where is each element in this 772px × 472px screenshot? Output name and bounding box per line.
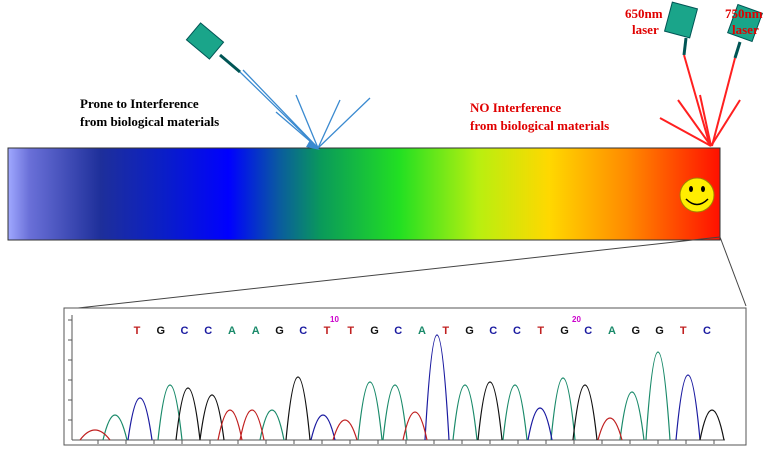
base-call: G: [156, 325, 165, 337]
base-call: C: [394, 325, 402, 337]
base-call: T: [537, 325, 544, 337]
left-label: from biological materials: [80, 114, 219, 129]
base-call: G: [275, 325, 284, 337]
left-laser: [185, 22, 371, 150]
laser-label: laser: [632, 22, 659, 37]
base-call: C: [513, 325, 521, 337]
base-call: A: [418, 325, 426, 337]
base-call: G: [655, 325, 664, 337]
smiley: [679, 177, 715, 213]
left-label: Prone to Interference: [80, 96, 199, 111]
base-call: A: [608, 325, 616, 337]
base-call: G: [560, 325, 569, 337]
right-label: NO Interference: [470, 100, 561, 115]
chromatogram-axes: [68, 315, 725, 444]
base-call: C: [181, 325, 189, 337]
spectrum-bar: [7, 147, 721, 241]
base-call: T: [347, 325, 354, 337]
right-lasers: [659, 1, 763, 147]
laser-label: 650nm: [625, 6, 663, 21]
position-marker: 20: [572, 315, 581, 324]
base-call: T: [324, 325, 331, 337]
base-call: G: [465, 325, 474, 337]
base-call: T: [134, 325, 141, 337]
right-label: from biological materials: [470, 118, 609, 133]
base-call: A: [252, 325, 260, 337]
base-call: G: [631, 325, 640, 337]
laser-label: laser: [732, 22, 759, 37]
base-call: C: [204, 325, 212, 337]
laser-label: 750nm: [725, 6, 763, 21]
base-call: T: [442, 325, 449, 337]
base-call: T: [680, 325, 687, 337]
zoom-lines: [77, 236, 747, 309]
base-call: A: [228, 325, 236, 337]
base-call: C: [299, 325, 307, 337]
base-call: G: [370, 325, 379, 337]
position-marker: 10: [330, 315, 339, 324]
chromatogram-peaks: [79, 334, 725, 441]
base-call: C: [584, 325, 592, 337]
base-call: C: [489, 325, 497, 337]
base-call: C: [703, 325, 711, 337]
